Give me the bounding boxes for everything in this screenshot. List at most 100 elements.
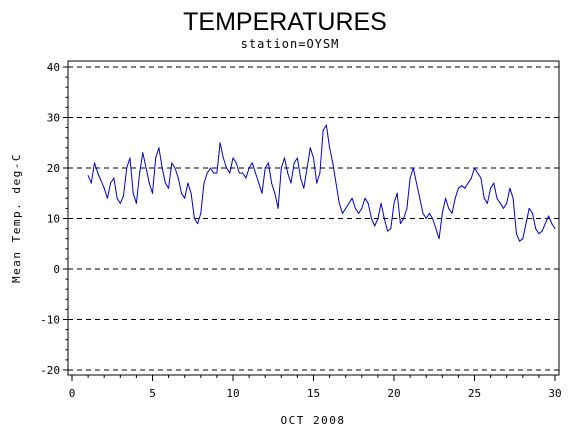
data-point bbox=[277, 207, 279, 209]
data-point bbox=[399, 223, 401, 225]
data-point bbox=[506, 202, 508, 204]
data-point bbox=[181, 192, 182, 194]
data-point bbox=[193, 218, 195, 219]
data-point bbox=[464, 187, 466, 189]
data-point bbox=[509, 187, 511, 189]
y-tick-label: 40 bbox=[47, 61, 60, 74]
data-point bbox=[416, 182, 417, 184]
data-point bbox=[332, 162, 334, 164]
data-point bbox=[496, 197, 498, 199]
data-point bbox=[445, 197, 446, 199]
data-point bbox=[271, 182, 273, 184]
data-point bbox=[174, 167, 176, 169]
data-point bbox=[474, 167, 475, 169]
x-tick-label: 15 bbox=[307, 387, 320, 400]
data-point bbox=[419, 197, 421, 199]
data-point bbox=[364, 197, 366, 199]
data-point bbox=[126, 167, 128, 169]
x-tick-label: 10 bbox=[226, 387, 239, 400]
data-point bbox=[383, 218, 385, 219]
data-point bbox=[348, 202, 350, 204]
y-tick-label: 20 bbox=[47, 162, 60, 175]
x-axis-ticks: 0 5 10 15 20 25 30 bbox=[69, 375, 562, 400]
data-point bbox=[329, 147, 331, 149]
y-tick-label: 30 bbox=[47, 112, 60, 125]
data-point bbox=[190, 192, 192, 194]
data-point bbox=[435, 228, 437, 230]
data-point bbox=[251, 162, 253, 164]
data-point bbox=[280, 167, 282, 169]
data-point bbox=[438, 238, 440, 240]
data-point bbox=[358, 212, 360, 214]
data-point bbox=[493, 182, 495, 184]
data-point bbox=[422, 212, 424, 214]
data-point bbox=[203, 182, 205, 184]
data-point bbox=[490, 187, 492, 189]
data-point bbox=[499, 202, 501, 204]
data-point bbox=[258, 182, 260, 184]
data-point bbox=[200, 212, 202, 214]
data-point bbox=[116, 197, 118, 199]
data-point bbox=[87, 175, 89, 177]
data-point bbox=[522, 238, 524, 240]
grid-lines bbox=[68, 66, 559, 371]
data-point bbox=[519, 240, 521, 242]
data-point bbox=[377, 218, 379, 219]
data-point bbox=[554, 228, 556, 230]
data-point bbox=[313, 157, 314, 159]
data-point bbox=[232, 157, 234, 159]
data-point bbox=[316, 182, 318, 184]
data-point bbox=[187, 182, 189, 184]
data-point bbox=[374, 225, 376, 227]
data-point bbox=[238, 172, 240, 174]
data-point bbox=[387, 230, 389, 232]
data-point bbox=[541, 230, 543, 232]
data-point bbox=[100, 180, 102, 182]
data-point bbox=[351, 197, 353, 199]
data-point bbox=[380, 202, 382, 204]
x-tick-label: 25 bbox=[468, 387, 481, 400]
chart-title: TEMPERATURES bbox=[183, 8, 387, 36]
data-point bbox=[219, 142, 221, 144]
data-point bbox=[264, 167, 266, 169]
data-point bbox=[113, 177, 115, 179]
data-point bbox=[551, 223, 553, 225]
data-point bbox=[548, 215, 550, 217]
x-axis-label: OCT 2008 bbox=[281, 414, 346, 427]
series-group bbox=[87, 124, 556, 242]
data-point bbox=[345, 207, 347, 209]
y-tick-label: 0 bbox=[53, 263, 60, 276]
data-point bbox=[406, 207, 408, 209]
data-point bbox=[106, 197, 108, 199]
y-tick-label: -20 bbox=[40, 364, 60, 377]
data-point bbox=[97, 172, 99, 174]
data-point bbox=[139, 172, 141, 174]
x-tick-label: 30 bbox=[548, 387, 561, 400]
data-point bbox=[177, 177, 179, 179]
data-point bbox=[448, 207, 450, 209]
data-point bbox=[371, 218, 372, 219]
data-point bbox=[483, 197, 485, 199]
data-point bbox=[467, 182, 469, 184]
data-point bbox=[206, 172, 208, 174]
data-point bbox=[535, 228, 537, 230]
data-point bbox=[342, 212, 343, 214]
data-point bbox=[119, 202, 121, 204]
data-point bbox=[361, 207, 363, 209]
data-point bbox=[367, 202, 369, 204]
data-point bbox=[284, 157, 285, 159]
data-point bbox=[290, 182, 292, 184]
data-point bbox=[161, 167, 163, 169]
data-point bbox=[319, 172, 321, 174]
data-point bbox=[454, 197, 456, 199]
data-point bbox=[110, 182, 112, 184]
data-point bbox=[480, 177, 482, 179]
data-point bbox=[532, 212, 533, 214]
data-point bbox=[325, 124, 327, 126]
data-point bbox=[544, 223, 546, 225]
data-point bbox=[148, 182, 150, 184]
data-point bbox=[158, 147, 160, 149]
data-point bbox=[428, 212, 430, 214]
data-point bbox=[171, 162, 173, 164]
